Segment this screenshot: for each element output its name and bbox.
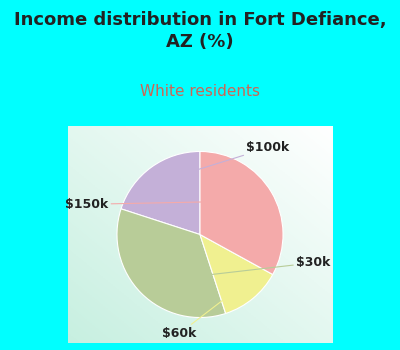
Text: White residents: White residents: [140, 84, 260, 99]
Text: $150k: $150k: [65, 198, 257, 211]
Text: Income distribution in Fort Defiance,
AZ (%): Income distribution in Fort Defiance, AZ…: [14, 10, 386, 51]
Text: $100k: $100k: [161, 141, 290, 181]
Text: $60k: $60k: [162, 285, 242, 340]
Text: $30k: $30k: [153, 256, 330, 281]
Wedge shape: [200, 234, 273, 314]
Wedge shape: [117, 209, 226, 317]
Wedge shape: [200, 152, 283, 274]
Wedge shape: [121, 152, 200, 235]
